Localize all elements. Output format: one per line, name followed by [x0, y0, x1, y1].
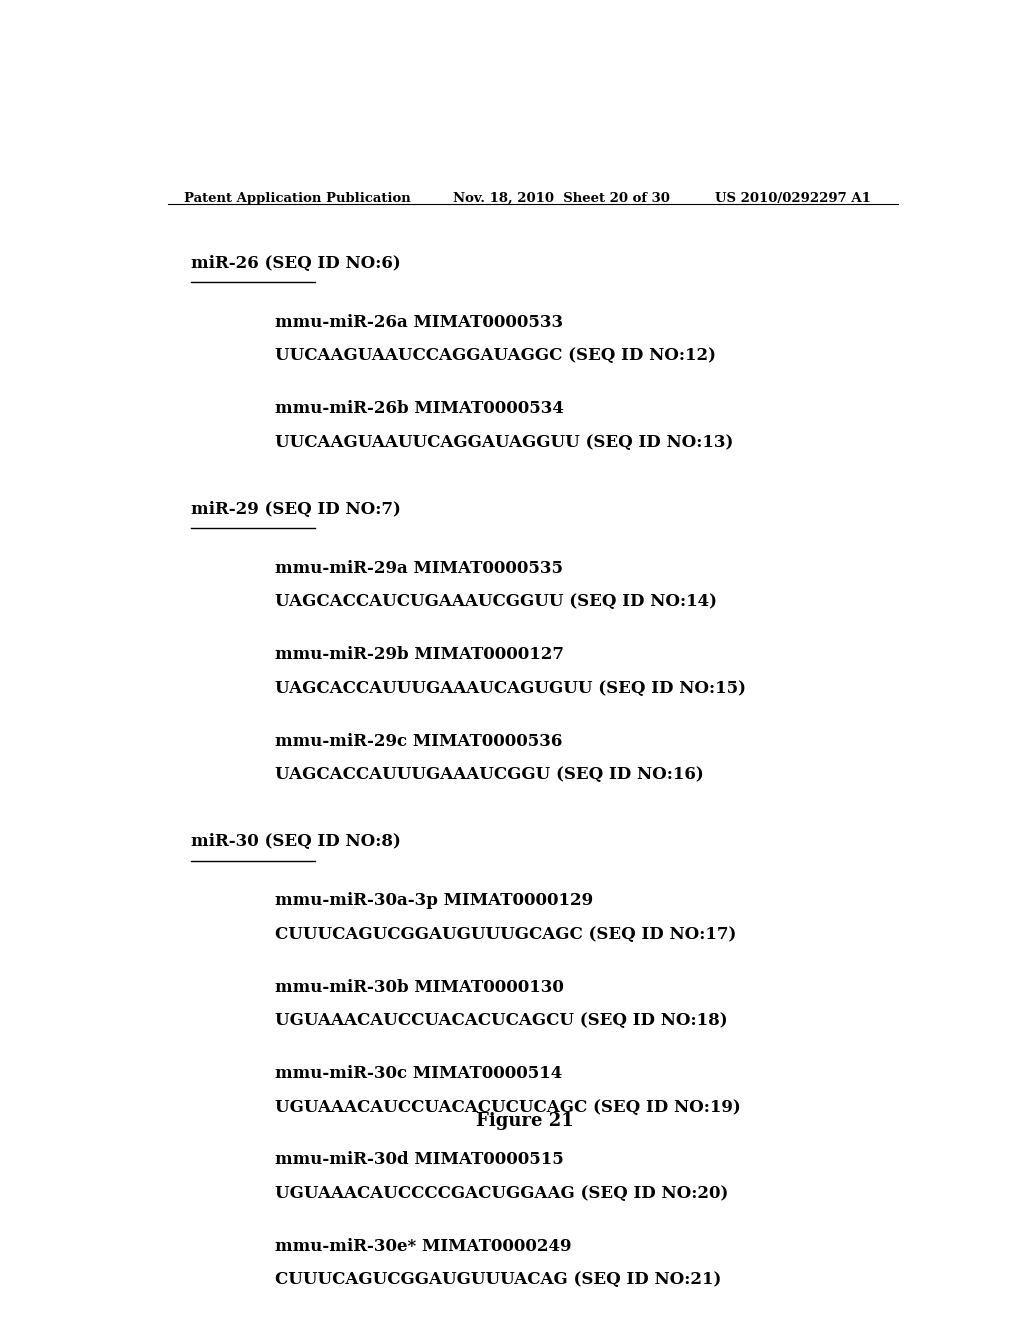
- Text: Patent Application Publication: Patent Application Publication: [183, 191, 411, 205]
- Text: UUCAAGUAAUUCAGGAUAGGUU (SEQ ID NO:13): UUCAAGUAAUUCAGGAUAGGUU (SEQ ID NO:13): [274, 434, 733, 451]
- Text: mmu-miR-26a MIMAT0000533: mmu-miR-26a MIMAT0000533: [274, 314, 563, 331]
- Text: mmu-miR-29a MIMAT0000535: mmu-miR-29a MIMAT0000535: [274, 560, 563, 577]
- Text: UAGCACCAUUUGAAAUCGGU (SEQ ID NO:16): UAGCACCAUUUGAAAUCGGU (SEQ ID NO:16): [274, 766, 703, 783]
- Text: mmu-miR-30e* MIMAT0000249: mmu-miR-30e* MIMAT0000249: [274, 1238, 571, 1255]
- Text: mmu-miR-30c MIMAT0000514: mmu-miR-30c MIMAT0000514: [274, 1065, 562, 1082]
- Text: CUUUCAGUCGGAUGUUUACAG (SEQ ID NO:21): CUUUCAGUCGGAUGUUUACAG (SEQ ID NO:21): [274, 1271, 721, 1288]
- Text: mmu-miR-29c MIMAT0000536: mmu-miR-29c MIMAT0000536: [274, 733, 562, 750]
- Text: miR-26 (SEQ ID NO:6): miR-26 (SEQ ID NO:6): [191, 255, 401, 272]
- Text: miR-29 (SEQ ID NO:7): miR-29 (SEQ ID NO:7): [191, 500, 401, 517]
- Text: mmu-miR-30a-3p MIMAT0000129: mmu-miR-30a-3p MIMAT0000129: [274, 892, 593, 909]
- Text: CUUUCAGUCGGAUGUUUGCAGC (SEQ ID NO:17): CUUUCAGUCGGAUGUUUGCAGC (SEQ ID NO:17): [274, 925, 736, 942]
- Text: Nov. 18, 2010  Sheet 20 of 30: Nov. 18, 2010 Sheet 20 of 30: [454, 191, 671, 205]
- Text: US 2010/0292297 A1: US 2010/0292297 A1: [715, 191, 871, 205]
- Text: UUCAAGUAAUCCAGGAUAGGC (SEQ ID NO:12): UUCAAGUAAUCCAGGAUAGGC (SEQ ID NO:12): [274, 347, 716, 364]
- Text: UGUAAACAUCCUACACUCAGCU (SEQ ID NO:18): UGUAAACAUCCUACACUCAGCU (SEQ ID NO:18): [274, 1012, 727, 1030]
- Text: UAGCACCAUCUGAAAUCGGUU (SEQ ID NO:14): UAGCACCAUCUGAAAUCGGUU (SEQ ID NO:14): [274, 594, 717, 610]
- Text: mmu-miR-29b MIMAT0000127: mmu-miR-29b MIMAT0000127: [274, 647, 564, 663]
- Text: mmu-miR-26b MIMAT0000534: mmu-miR-26b MIMAT0000534: [274, 400, 563, 417]
- Text: Figure 21: Figure 21: [476, 1111, 573, 1130]
- Text: UGUAAACAUCCUACACUCUCAGC (SEQ ID NO:19): UGUAAACAUCCUACACUCUCAGC (SEQ ID NO:19): [274, 1098, 740, 1115]
- Text: UAGCACCAUUUGAAAUCAGUGUU (SEQ ID NO:15): UAGCACCAUUUGAAAUCAGUGUU (SEQ ID NO:15): [274, 680, 745, 697]
- Text: UGUAAACAUCCCCGACUGGAAG (SEQ ID NO:20): UGUAAACAUCCCCGACUGGAAG (SEQ ID NO:20): [274, 1185, 728, 1203]
- Text: miR-30 (SEQ ID NO:8): miR-30 (SEQ ID NO:8): [191, 833, 401, 850]
- Text: mmu-miR-30b MIMAT0000130: mmu-miR-30b MIMAT0000130: [274, 978, 563, 995]
- Text: mmu-miR-30d MIMAT0000515: mmu-miR-30d MIMAT0000515: [274, 1151, 563, 1168]
